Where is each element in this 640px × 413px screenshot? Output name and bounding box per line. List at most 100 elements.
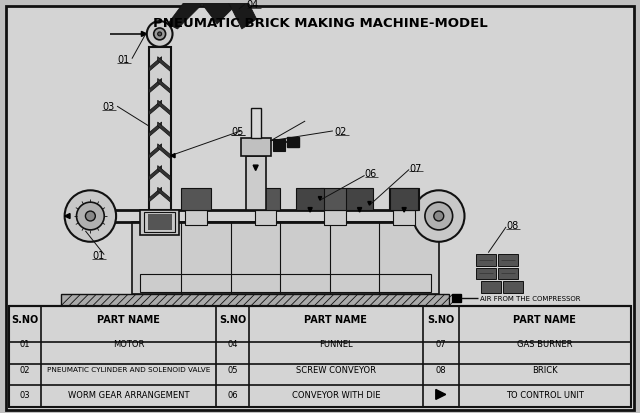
Polygon shape (148, 123, 162, 138)
Text: 08: 08 (435, 365, 446, 374)
Polygon shape (168, 0, 232, 30)
Text: 03: 03 (102, 102, 115, 112)
Bar (296, 189, 324, 211)
Circle shape (147, 22, 173, 47)
Circle shape (425, 203, 452, 230)
Polygon shape (141, 32, 147, 37)
Text: 02: 02 (335, 127, 348, 137)
Text: S.NO: S.NO (12, 314, 38, 324)
Polygon shape (148, 57, 162, 72)
Bar (251, 189, 280, 211)
Polygon shape (157, 166, 170, 181)
Polygon shape (148, 79, 162, 94)
Polygon shape (402, 208, 406, 213)
Circle shape (154, 29, 166, 41)
Circle shape (413, 191, 465, 242)
Text: 07: 07 (435, 339, 446, 349)
Polygon shape (157, 57, 170, 72)
Text: 05: 05 (231, 127, 243, 137)
Bar (140, 211, 179, 235)
Text: S.NO: S.NO (219, 314, 246, 324)
Polygon shape (368, 202, 371, 206)
Polygon shape (148, 101, 162, 116)
Bar (320, 189, 349, 211)
Text: TO CONTROL UNIT: TO CONTROL UNIT (506, 390, 584, 399)
Polygon shape (358, 208, 362, 213)
Polygon shape (308, 208, 312, 213)
Text: PART NAME: PART NAME (97, 314, 160, 324)
Bar (140, 275, 431, 292)
Text: WORM GEAR ARRANGEMENT: WORM GEAR ARRANGEMENT (68, 390, 189, 399)
Bar (181, 189, 211, 211)
Circle shape (65, 191, 116, 242)
Text: 01: 01 (92, 250, 104, 260)
Text: 05: 05 (227, 365, 237, 374)
Polygon shape (157, 145, 170, 159)
Text: 07: 07 (409, 163, 422, 173)
Polygon shape (318, 197, 322, 201)
Bar (481, 282, 501, 294)
Text: 04: 04 (247, 0, 259, 10)
Polygon shape (157, 123, 170, 138)
Bar (148, 47, 170, 211)
Bar (273, 140, 285, 151)
Text: 02: 02 (20, 365, 30, 374)
Bar (241, 138, 271, 156)
Text: PART NAME: PART NAME (513, 314, 576, 324)
Polygon shape (436, 389, 445, 399)
Polygon shape (148, 188, 162, 203)
Bar (393, 211, 415, 225)
Polygon shape (170, 154, 175, 158)
Text: S.NO: S.NO (427, 314, 454, 324)
Text: PART NAME: PART NAME (305, 314, 367, 324)
Bar (186, 211, 207, 225)
Text: 06: 06 (365, 169, 377, 179)
Text: PNEUMATIC BRICK MAKING MACHINE-MODEL: PNEUMATIC BRICK MAKING MACHINE-MODEL (152, 17, 488, 29)
Text: PNEUMATIC CYLINDER AND SOLENOID VALVE: PNEUMATIC CYLINDER AND SOLENOID VALVE (47, 366, 210, 372)
Polygon shape (253, 166, 258, 171)
Polygon shape (157, 79, 170, 94)
Text: 04: 04 (227, 339, 237, 349)
Bar (324, 211, 346, 225)
Bar (287, 138, 300, 147)
Text: FUNNEL: FUNNEL (319, 339, 353, 349)
Text: CONVEYOR WITH DIE: CONVEYOR WITH DIE (292, 390, 380, 399)
Circle shape (85, 211, 95, 221)
Circle shape (157, 33, 162, 37)
Bar (61, 294, 449, 306)
Polygon shape (65, 214, 70, 219)
Text: MOTOR: MOTOR (113, 339, 144, 349)
Bar (476, 268, 496, 280)
Bar (452, 294, 461, 302)
Text: BRICK: BRICK (532, 365, 557, 374)
Bar (246, 156, 266, 211)
Bar (503, 282, 523, 294)
Text: AIR FROM THE COMPRESSOR: AIR FROM THE COMPRESSOR (481, 295, 581, 301)
Bar (9, 306, 631, 407)
Bar (476, 254, 496, 266)
Bar (148, 214, 172, 230)
Text: 01: 01 (20, 339, 30, 349)
Polygon shape (157, 188, 170, 203)
Circle shape (77, 203, 104, 230)
Bar (390, 189, 418, 211)
Bar (498, 254, 518, 266)
Polygon shape (148, 145, 162, 159)
Circle shape (434, 211, 444, 221)
Text: 06: 06 (227, 390, 237, 399)
Bar (144, 213, 175, 232)
Text: 01: 01 (117, 55, 129, 64)
Bar (251, 109, 260, 138)
Text: GAS BURNER: GAS BURNER (517, 339, 572, 349)
Bar (132, 223, 439, 294)
Text: 08: 08 (506, 221, 518, 230)
Polygon shape (157, 101, 170, 116)
Polygon shape (148, 166, 162, 181)
Bar (389, 189, 419, 211)
Text: SCREW CONVEYOR: SCREW CONVEYOR (296, 365, 376, 374)
Bar (255, 211, 276, 225)
Text: 03: 03 (20, 390, 30, 399)
Bar (498, 268, 518, 280)
Bar (346, 189, 374, 211)
Polygon shape (222, 0, 257, 30)
